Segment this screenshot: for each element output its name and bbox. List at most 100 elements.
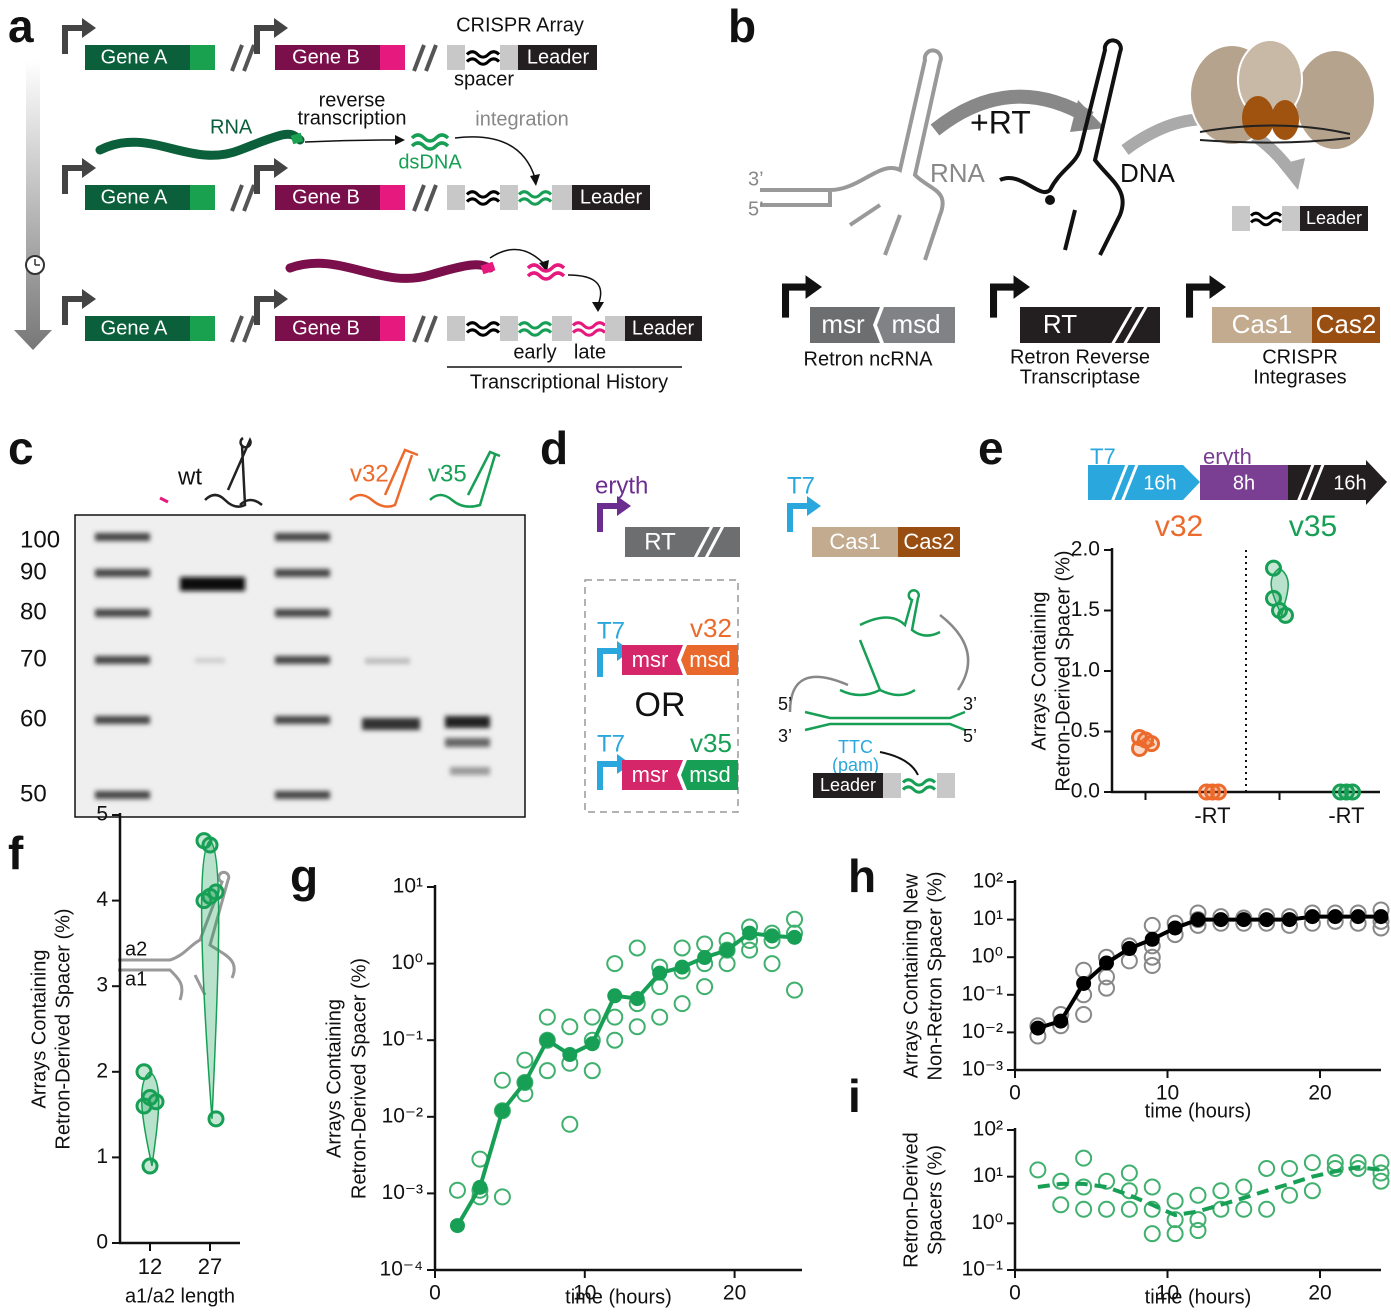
label: reverse [319,89,386,111]
replicate-point [628,1018,646,1036]
y-tick-label: 10² [973,1118,1003,1141]
y-tick-label: 1.5 [1071,598,1100,621]
mean-point [584,1036,600,1052]
replicate-point [1189,1186,1207,1204]
point [135,1097,153,1115]
label: T7 [597,617,625,644]
replicate-point [1075,961,1093,979]
replicate-point [696,935,714,953]
label: eryth [595,472,648,499]
replicate-point [1098,1200,1115,1218]
mean-point [1236,912,1252,928]
replicate-point [1235,1178,1253,1196]
replicate-point [538,1008,556,1026]
gene-label: msr [632,762,669,787]
gene-label: Cas2 [903,529,954,554]
label: (pam) [832,755,879,775]
x-tick-label: -RT [1328,803,1364,828]
y-tick-label: 10² [973,870,1003,893]
y-tick-label: 5 [96,803,108,826]
x-axis-label: a1/a2 length [125,1285,235,1307]
replicate-point [1120,1164,1138,1182]
replicate-point [786,910,804,928]
violin [200,839,220,1119]
point [201,836,219,854]
ladder-label: 100 [20,526,60,553]
panel-label: i [848,1070,861,1122]
y-tick-label: 1.0 [1071,659,1100,682]
mean-point [1053,1013,1069,1029]
gene-label: Gene A [101,46,168,68]
label: T7 [1090,444,1116,469]
gene-label: msr [821,309,865,339]
mean-point [1213,912,1229,928]
label: dsDNA [398,151,462,173]
panel-label: d [540,422,568,474]
y-tick-label: 0.5 [1071,719,1100,742]
replicate-point [493,1071,511,1089]
label: 5’ [963,726,977,746]
panel-label: g [290,850,318,902]
leader-label: Leader [580,186,643,208]
group-label: v32 [1155,510,1203,543]
replicate-point [1372,1164,1390,1182]
replicate-point [583,1062,601,1080]
x-tick-label: 10 [1156,1082,1179,1105]
y-tick-label: 10⁻² [962,1020,1003,1043]
y-axis-label: Arrays Containing [28,950,50,1109]
panel-b: 3’ 5’ RNA +RT DNA Leader msr msd Retron … [748,38,1380,388]
gene-label: RT [1043,309,1077,339]
mean-point [697,950,713,966]
point [135,1063,153,1081]
label: integration [475,108,568,130]
mean-point [517,1075,533,1091]
y-axis-label: Arrays Containing [1028,592,1050,751]
replicate-point [1143,1178,1161,1196]
ladder-label: 90 [20,558,47,585]
replicate-point [1166,1225,1184,1243]
mean-point [1259,912,1275,928]
x-tick-label: 10 [573,1282,596,1305]
replicate-point [673,939,691,957]
replicate-point [1189,1222,1207,1240]
label: spacer [454,68,514,90]
replicate-point [1143,916,1161,934]
x-tick-label: 20 [1308,1282,1331,1305]
y-tick-label: 10⁻¹ [962,982,1003,1005]
panel-label: c [8,422,34,474]
replicate-point [1029,1161,1047,1179]
label: OR [635,686,686,724]
point [1344,783,1361,801]
point [1210,783,1227,801]
y-tick-label: 3 [96,974,108,997]
y-tick-label: 10⁻¹ [962,1258,1003,1281]
replicate-point [1075,1005,1093,1023]
label: TTC [838,737,873,757]
replicate-point [448,1181,466,1199]
y-tick-label: 1 [96,1145,108,1168]
label: transcription [298,107,407,129]
y-tick-label: 10⁻⁴ [380,1258,423,1281]
replicate-point [1326,1159,1344,1177]
y-tick-label: 2.0 [1071,538,1100,561]
mean-point [1076,975,1092,991]
panel-label: a [8,0,34,52]
replicate-point [1258,1200,1276,1218]
replicate-point [1052,1172,1070,1190]
mean-line [1037,1165,1382,1218]
label: 16h [1143,472,1176,494]
label: RNA [210,116,253,138]
gene-label: msd [689,647,731,672]
label: 5’ [748,198,764,220]
ladder-label: 50 [20,780,47,807]
replicate-point [1281,1186,1298,1204]
replicate-point [606,955,624,973]
label: v32 [690,613,732,643]
panel-labels: a b c d e f g h i [8,0,1004,1122]
replicate-point [1143,1225,1161,1243]
replicate-point [763,955,781,973]
replicate-point [1303,1154,1321,1172]
replicate-point [606,1008,624,1026]
replicate-point [1235,1200,1253,1218]
